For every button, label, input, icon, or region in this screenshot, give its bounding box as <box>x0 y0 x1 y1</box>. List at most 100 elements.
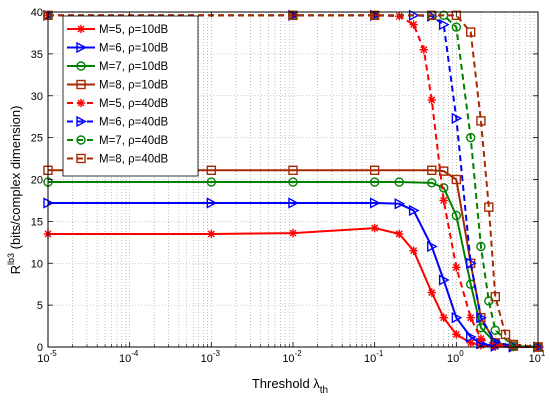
data-point-marker <box>438 274 450 286</box>
x-tick-exponent: -4 <box>131 349 139 358</box>
data-point-marker <box>288 165 298 175</box>
x-axis-label-subscript: th <box>320 385 328 396</box>
legend: M=5, ρ=10dB M=6, ρ=10dB M=7, ρ=10dB M=8, ρ=… <box>62 15 199 177</box>
y-axis-label-units: (bits/complex dimension) <box>8 106 23 253</box>
data-point-marker <box>427 288 436 297</box>
legend-entry: M=8, ρ=40dB <box>67 154 169 166</box>
x-tick-exponent: 1 <box>541 349 546 358</box>
data-point-marker <box>438 18 450 31</box>
y-tick-label: 25 <box>31 133 43 145</box>
data-point-marker <box>408 204 420 217</box>
data-point-marker <box>427 10 437 21</box>
data-point-marker <box>508 339 519 350</box>
data-point-marker <box>394 198 406 210</box>
data-point-marker <box>369 165 380 175</box>
x-tick-label: 10-5 <box>37 349 57 365</box>
data-point-marker <box>452 263 461 272</box>
data-point-marker <box>427 95 436 105</box>
data-point-marker <box>476 312 487 324</box>
data-point-marker <box>500 329 511 340</box>
data-point-marker <box>451 174 462 185</box>
legend-entry: M=7, ρ=40dB <box>67 135 169 147</box>
legend-entry: M=5, ρ=10dB <box>67 24 169 36</box>
data-point-marker <box>427 240 438 253</box>
y-axis-label: Rlb3 (bits/complex dimension) <box>6 106 23 275</box>
x-tick-base: 10 <box>201 353 213 365</box>
data-point-marker <box>369 197 381 209</box>
x-tick-label: 10-1 <box>364 349 384 365</box>
data-point-marker <box>438 183 449 193</box>
y-tick-label: 30 <box>31 91 43 103</box>
legend-entry: M=7, ρ=10dB <box>67 61 169 73</box>
data-point-marker <box>451 22 462 32</box>
data-point-marker <box>466 27 476 37</box>
data-point-marker <box>427 165 437 175</box>
x-tick-exponent: 0 <box>459 349 464 358</box>
y-tick-label: 0 <box>37 342 43 354</box>
data-point-marker <box>395 229 404 239</box>
legend-items: M=5, ρ=10dB M=6, ρ=10dB M=7, ρ=10dB M=8, ρ=… <box>67 24 169 166</box>
legend-box <box>62 15 199 177</box>
x-tick-label: 10-2 <box>282 349 302 365</box>
data-point-marker <box>451 210 462 221</box>
y-tick-label: 5 <box>37 300 43 312</box>
data-point-marker <box>439 313 448 322</box>
x-tick-label: 101 <box>529 349 546 365</box>
data-point-marker <box>451 10 462 21</box>
data-point-marker <box>490 325 500 335</box>
data-point-marker <box>476 241 486 252</box>
data-point-marker <box>369 10 380 21</box>
x-axis-label-main: Threshold <box>252 376 313 391</box>
x-tick-exponent: -1 <box>376 349 384 358</box>
legend-label: M=7, ρ=10dB <box>99 61 169 73</box>
x-tick-label: 10-3 <box>201 349 221 365</box>
data-point-marker <box>288 228 298 238</box>
y-tick-label: 20 <box>31 175 43 187</box>
series-line <box>48 14 539 348</box>
x-tick-base: 10 <box>529 353 541 365</box>
legend-marker <box>76 115 87 128</box>
data-point-marker <box>466 132 476 143</box>
x-axis-label-symbol: λ <box>313 376 320 391</box>
y-axis-label-superscript: lb3 <box>6 253 16 265</box>
x-tick-base: 10 <box>282 353 294 365</box>
data-point-marker <box>288 177 298 187</box>
data-point-marker <box>370 223 379 233</box>
legend-entry: M=6, ρ=10dB <box>67 41 169 55</box>
data-point-marker <box>409 20 418 29</box>
legend-label: M=8, ρ=40dB <box>99 154 169 166</box>
data-point-marker <box>206 177 217 187</box>
data-point-marker <box>207 229 216 239</box>
data-point-marker <box>409 246 418 255</box>
data-point-marker <box>438 166 449 176</box>
x-tick-label: 100 <box>447 349 464 365</box>
y-tick-label: 10 <box>31 258 43 270</box>
legend-entry: M=5, ρ=40dB <box>67 98 169 110</box>
data-point-marker <box>288 197 299 209</box>
x-tick-base: 10 <box>37 353 49 365</box>
data-point-marker <box>369 177 380 187</box>
legend-marker <box>76 153 86 164</box>
legend-label: M=5, ρ=10dB <box>99 24 169 36</box>
data-point-marker <box>476 334 486 343</box>
data-point-marker <box>451 312 463 324</box>
legend-label: M=5, ρ=40dB <box>99 98 169 110</box>
x-axis-label: Threshold λth <box>252 376 328 396</box>
legend-marker <box>76 41 87 54</box>
data-point-marker <box>394 177 404 187</box>
y-tick-label: 40 <box>31 7 43 19</box>
y-axis-label-main: R <box>8 265 23 274</box>
data-point-marker <box>439 196 448 205</box>
data-point-marker <box>206 165 217 175</box>
x-tick-label: 10-4 <box>119 349 139 365</box>
legend-marker <box>76 98 86 108</box>
x-tick-exponent: -3 <box>213 349 221 358</box>
data-point-marker <box>476 323 486 333</box>
legend-marker <box>76 61 86 71</box>
series-8 <box>43 10 543 352</box>
x-tick-exponent: -5 <box>50 349 58 358</box>
legend-label: M=7, ρ=40dB <box>99 135 169 147</box>
data-point-marker <box>451 112 463 125</box>
legend-marker <box>76 79 86 90</box>
